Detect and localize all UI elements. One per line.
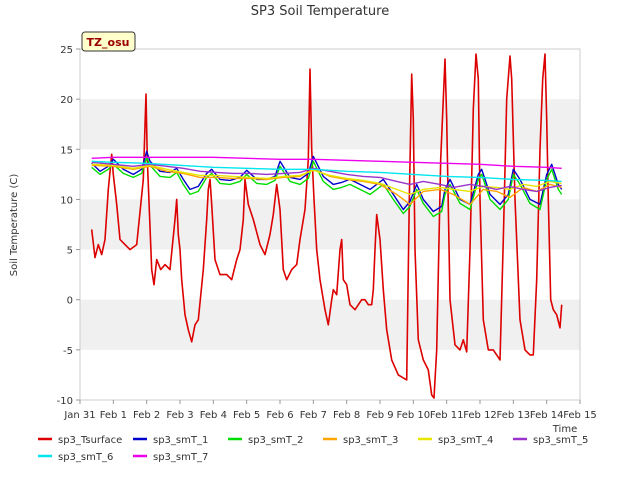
y-axis-ticks: -10 -5 0 5 10 15 20 25	[57, 45, 80, 407]
series-layer	[90, 53, 563, 399]
series-line-sp3_smT_7	[91, 156, 562, 169]
x-tick-label: Feb 14	[530, 410, 564, 421]
site-annotation-badge: TZ_osu	[81, 31, 136, 52]
y-tick-label: 15	[60, 145, 73, 156]
plot-frame	[79, 48, 581, 401]
y-tick-label: 5	[67, 246, 73, 257]
x-tick-label: Feb 3	[166, 410, 193, 421]
plot-border	[79, 48, 581, 401]
x-tick-label: Feb 6	[266, 410, 293, 421]
legend-label-sp3_smT_2: sp3_smT_2	[248, 435, 303, 446]
x-tick-label: Feb 13	[497, 410, 531, 421]
y-tick-label: 10	[60, 195, 73, 206]
x-tick-label: Feb 1	[100, 410, 127, 421]
x-tick-label: Feb 11	[430, 410, 464, 421]
x-tick-label: Feb 10	[397, 410, 431, 421]
y-tick-label: 20	[60, 95, 73, 106]
legend-label-sp3_smT_5: sp3_smT_5	[533, 435, 588, 446]
x-axis-ticks: Jan 31 Feb 1 Feb 2 Feb 3 Feb 4 Feb 5 Feb 6 Feb …	[63, 400, 597, 421]
chart-title: SP3 Soil Temperature	[251, 4, 389, 19]
legend: sp3_Tsurface sp3_smT_1 sp3_smT_2 sp3_smT_3 s…	[38, 435, 588, 463]
series-line-sp3_smT_3	[91, 164, 562, 206]
legend-label-sp3_smT_3: sp3_smT_3	[343, 435, 398, 446]
x-tick-label: Feb 4	[200, 410, 227, 421]
y-tick-label: -10	[57, 396, 73, 407]
grid-band	[80, 199, 580, 250]
grid-band	[80, 99, 580, 150]
series-line-sp3_Tsurface	[90, 53, 563, 399]
series-line-sp3_smT_5	[91, 161, 562, 193]
y-axis-label: Soil Temperature (C)	[9, 174, 20, 277]
site-annotation-box	[81, 31, 136, 52]
x-tick-label: Feb 12	[463, 410, 497, 421]
grid-bands	[80, 99, 580, 350]
x-tick-label: Feb 5	[233, 410, 260, 421]
legend-label-sp3_smT_7: sp3_smT_7	[153, 452, 208, 463]
x-axis-label: Time	[552, 424, 577, 435]
y-tick-label: 25	[60, 45, 73, 56]
legend-label-sp3_smT_6: sp3_smT_6	[58, 452, 113, 463]
series-line-sp3_smT_2	[91, 156, 563, 218]
x-tick-label: Jan 31	[63, 410, 95, 421]
y-tick-label: -5	[63, 346, 73, 357]
series-line-sp3_smT_4	[91, 163, 562, 196]
x-tick-label: Feb 2	[133, 410, 160, 421]
site-annotation-label: TZ_osu	[87, 36, 130, 49]
legend-label-sp3_smT_1: sp3_smT_1	[153, 435, 208, 446]
x-tick-label: Feb 15	[563, 410, 597, 421]
legend-label-sp3_Tsurface: sp3_Tsurface	[58, 435, 122, 446]
legend-label-sp3_smT_4: sp3_smT_4	[438, 435, 493, 446]
x-tick-label: Feb 8	[333, 410, 360, 421]
y-tick-label: 0	[67, 296, 73, 307]
series-line-sp3_smT_6	[91, 160, 562, 183]
x-tick-label: Feb 7	[300, 410, 327, 421]
x-tick-label: Feb 9	[366, 410, 393, 421]
